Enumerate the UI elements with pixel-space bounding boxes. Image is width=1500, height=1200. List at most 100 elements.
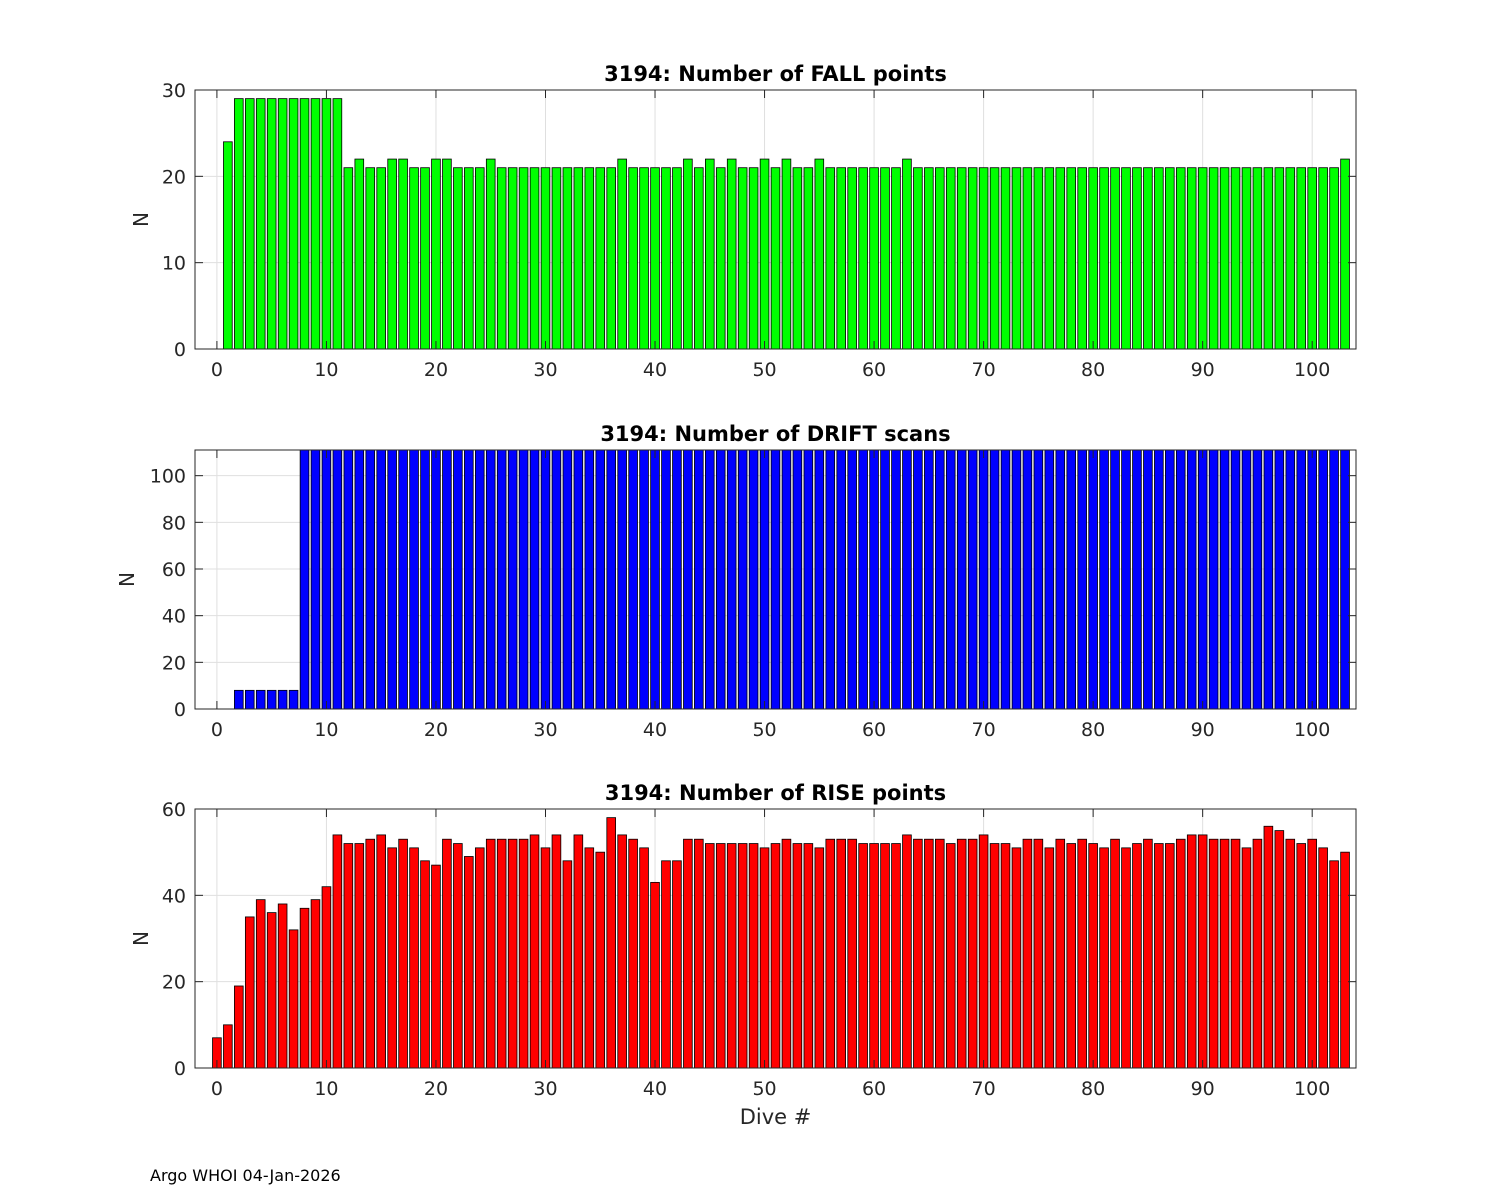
- bar-dive-44: [694, 167, 704, 350]
- bar-dive-11: [332, 834, 343, 1069]
- bar-dive-28: [518, 167, 529, 350]
- bar-dive-20: [431, 864, 441, 1069]
- bar-dive-98: [1285, 449, 1296, 710]
- bar-dive-71: [989, 167, 1000, 350]
- bar-dive-43: [683, 158, 693, 350]
- bar-dive-77: [1055, 449, 1066, 710]
- x-tick-label: 50: [752, 719, 776, 741]
- bar-dive-21: [442, 449, 452, 710]
- bar-dive-95: [1252, 167, 1263, 350]
- bar-dive-16: [387, 847, 397, 1069]
- bar-dive-14: [365, 167, 376, 350]
- bar-dive-99: [1296, 843, 1307, 1069]
- bar-dive-71: [989, 843, 1000, 1069]
- bar-dive-45: [705, 843, 715, 1069]
- bar-dive-54: [803, 449, 814, 710]
- bar-dive-101: [1318, 847, 1328, 1069]
- bar-dive-89: [1186, 834, 1197, 1069]
- bar-dive-77: [1055, 838, 1066, 1069]
- bar-dive-92: [1219, 838, 1230, 1069]
- bar-dive-9: [310, 98, 321, 350]
- bar-dive-63: [902, 834, 912, 1069]
- x-tick-label: 0: [211, 359, 223, 381]
- y-tick-label: 0: [174, 699, 186, 721]
- bar-dive-40: [650, 449, 660, 710]
- bar-dive-52: [781, 158, 792, 350]
- bar-dive-27: [507, 167, 518, 350]
- x-tick-label: 40: [643, 359, 667, 381]
- bar-dive-44: [694, 838, 704, 1069]
- bar-dive-78: [1066, 449, 1077, 710]
- bar-dive-11: [332, 449, 343, 710]
- bar-dive-28: [518, 449, 529, 710]
- bar-dive-11: [332, 98, 343, 350]
- bar-dive-33: [573, 167, 584, 350]
- bar-dive-2: [234, 689, 244, 710]
- bar-dive-100: [1307, 449, 1317, 710]
- bar-dive-93: [1230, 449, 1241, 710]
- bar-dive-93: [1230, 167, 1241, 350]
- bar-dive-50: [759, 449, 770, 710]
- bar-dive-19: [420, 167, 430, 350]
- bar-dive-61: [880, 167, 890, 350]
- bar-dive-15: [376, 167, 386, 350]
- chart-title: 3194: Number of DRIFT scans: [600, 422, 950, 446]
- bar-dive-62: [891, 843, 901, 1069]
- y-axis-label: N: [129, 931, 153, 946]
- bar-dive-91: [1208, 838, 1219, 1069]
- bar-dive-14: [365, 838, 376, 1069]
- x-tick-label: 60: [862, 719, 886, 741]
- bar-dive-97: [1274, 167, 1285, 350]
- bar-dive-44: [694, 449, 704, 710]
- x-tick-label: 40: [643, 1078, 667, 1100]
- bar-dive-87: [1165, 843, 1175, 1069]
- bar-dive-8: [299, 449, 310, 710]
- x-tick-label: 70: [972, 359, 996, 381]
- bar-dive-84: [1132, 167, 1142, 350]
- bar-dive-1: [223, 141, 233, 350]
- bar-dive-17: [398, 449, 408, 710]
- x-tick-label: 100: [1294, 359, 1330, 381]
- bar-dive-69: [967, 167, 978, 350]
- bar-dive-60: [869, 167, 879, 350]
- fall-points-chart: 0 10 20 30 40 50 60 70 80 90 100 0 10 20 30 3194: Numbe…: [129, 62, 1357, 381]
- bar-dive-22: [453, 843, 463, 1069]
- x-tick-label: 70: [972, 1078, 996, 1100]
- bar-dive-15: [376, 834, 386, 1069]
- bar-dive-36: [606, 167, 616, 350]
- bar-dive-4: [255, 899, 266, 1069]
- bar-dive-83: [1121, 167, 1131, 350]
- bar-dive-42: [672, 860, 682, 1069]
- bar-dive-32: [562, 860, 573, 1069]
- bar-dive-71: [989, 449, 1000, 710]
- bar-dive-81: [1099, 449, 1109, 710]
- bar-dive-82: [1110, 449, 1120, 710]
- bar-dive-64: [913, 449, 923, 710]
- bar-dive-79: [1077, 838, 1087, 1069]
- axes-box: [194, 89, 1357, 350]
- bar-dive-55: [814, 449, 825, 710]
- bar-dive-72: [1000, 167, 1011, 350]
- bar-dive-38: [628, 449, 638, 710]
- bar-dive-21: [442, 838, 452, 1069]
- bar-dive-24: [474, 449, 485, 710]
- y-tick-label: 10: [162, 253, 186, 275]
- bar-dive-103: [1340, 449, 1350, 710]
- bar-dive-100: [1307, 167, 1317, 350]
- y-axis-label: N: [115, 572, 139, 587]
- bar-dive-28: [518, 838, 529, 1069]
- bar-dive-97: [1274, 449, 1285, 710]
- bar-dive-65: [924, 167, 934, 350]
- y-tick-label: 30: [162, 80, 186, 102]
- bar-dive-16: [387, 449, 397, 710]
- bar-dive-81: [1099, 847, 1109, 1069]
- bar-dive-49: [748, 449, 759, 710]
- bar-dive-61: [880, 843, 890, 1069]
- x-tick-label: 90: [1191, 1078, 1215, 1100]
- bar-dive-74: [1022, 449, 1033, 710]
- bar-dive-60: [869, 843, 879, 1069]
- bar-dive-31: [551, 167, 562, 350]
- x-tick-label: 10: [314, 719, 338, 741]
- bar-dive-4: [255, 98, 266, 350]
- y-axis-label: N: [129, 212, 153, 227]
